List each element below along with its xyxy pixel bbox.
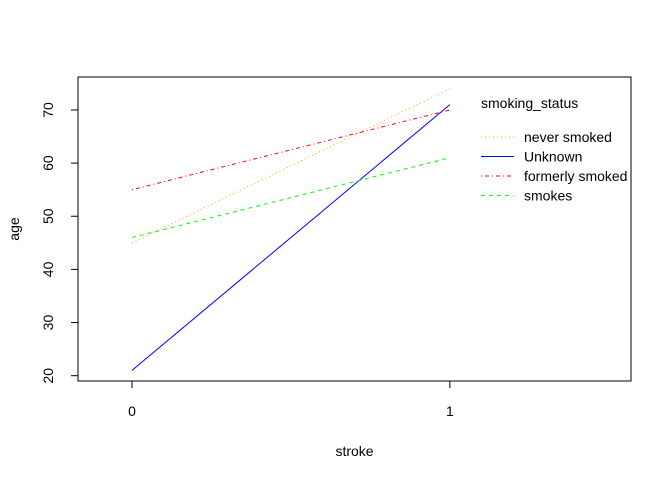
y-tick-label: 50 [40, 208, 56, 224]
legend-label-formerly-smoked: formerly smoked [524, 168, 627, 184]
legend-label-never-smoked: never smoked [524, 129, 612, 145]
series-lines [131, 88, 451, 371]
series-line-unknown [131, 104, 451, 371]
x-tick-label: 1 [446, 403, 454, 419]
plot-frame [77, 76, 632, 382]
y-axis-title: age [6, 217, 22, 241]
legend: smoking_status never smoked Unknown former… [481, 95, 627, 204]
y-tick-label: 30 [40, 315, 56, 331]
x-tick-label: 0 [128, 403, 136, 419]
y-tick-label: 60 [40, 155, 56, 171]
y-axis: 20 30 40 50 60 70 [40, 102, 78, 384]
y-tick-label: 20 [40, 368, 56, 384]
y-tick-label: 70 [40, 102, 56, 118]
series-line-never-smoked [131, 88, 451, 244]
y-tick-label: 40 [40, 261, 56, 277]
legend-label-unknown: Unknown [524, 149, 582, 165]
legend-label-smokes: smokes [524, 188, 572, 204]
series-line-smokes [131, 157, 450, 238]
series-line-formerly-smoked [131, 109, 450, 191]
x-axis-title: stroke [335, 443, 373, 459]
legend-title: smoking_status [481, 95, 578, 111]
